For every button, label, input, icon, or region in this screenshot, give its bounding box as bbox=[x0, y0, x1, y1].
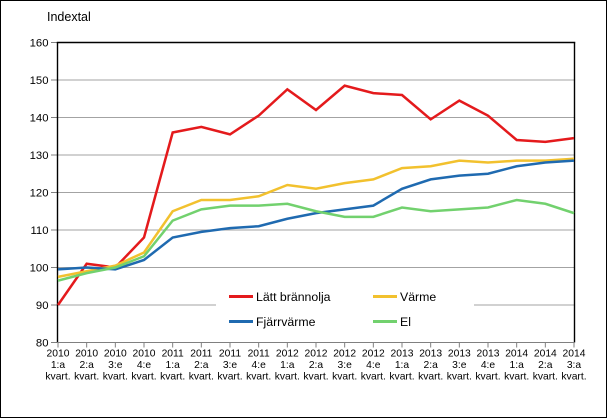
x-tick-label: 2014 bbox=[505, 349, 528, 360]
x-tick-label: 2:a bbox=[424, 360, 439, 371]
x-tick-label: 2014 bbox=[563, 349, 586, 360]
x-tick-label: 2011 bbox=[190, 349, 212, 360]
x-tick-label: 2012 bbox=[333, 349, 356, 360]
legend-label: Lätt brännolja bbox=[256, 289, 331, 304]
x-tick-label: 2:a bbox=[309, 360, 324, 371]
y-tick-label: 100 bbox=[30, 263, 49, 275]
legend-item-fjarrvarme: Fjärrvärme bbox=[229, 315, 373, 329]
series-line-fj-rrv-rme bbox=[57, 159, 575, 271]
legend-label: El bbox=[400, 314, 411, 329]
x-tick-label: 3:e bbox=[338, 360, 353, 371]
x-tick-label: 2010 bbox=[47, 349, 70, 360]
series-line-l-tt-br-nnolja bbox=[56, 84, 575, 306]
x-tick-label: kvart. bbox=[561, 372, 586, 383]
x-tick-label: 2:a bbox=[538, 360, 553, 371]
series-line-v-rme bbox=[57, 157, 575, 279]
x-tick-label: kvart. bbox=[45, 372, 70, 383]
x-tick-label: 3:e bbox=[452, 360, 467, 371]
x-tick-label: 4:e bbox=[252, 360, 267, 371]
x-tick-label: kvart. bbox=[103, 372, 128, 383]
x-tick-label: 3:e bbox=[223, 360, 238, 371]
x-tick-label: kvart. bbox=[74, 372, 99, 383]
x-tick-label: kvart. bbox=[475, 372, 500, 383]
x-tick-label: 1:a bbox=[395, 360, 410, 371]
x-tick-label: 2012 bbox=[276, 349, 299, 360]
x-tick-label: 2:a bbox=[194, 360, 209, 371]
x-tick-label: 2013 bbox=[419, 349, 442, 360]
x-tick-label: kvart. bbox=[332, 372, 357, 383]
x-tick-label: kvart. bbox=[189, 372, 214, 383]
y-tick-label: 140 bbox=[30, 113, 49, 125]
series-line-el bbox=[57, 198, 575, 282]
legend-item-latt-brannolja: Lätt brännolja bbox=[229, 290, 373, 304]
y-axis-title: Indextal bbox=[47, 10, 91, 24]
x-tick-label: 3:e bbox=[108, 360, 123, 371]
x-tick-label: 4:e bbox=[137, 360, 152, 371]
x-tick-label: 2010 bbox=[133, 349, 156, 360]
x-tick-label: kvart. bbox=[389, 372, 414, 383]
x-tick-label: 4:e bbox=[481, 360, 496, 371]
x-tick-label: 2013 bbox=[477, 349, 500, 360]
x-tick-label: kvart. bbox=[131, 372, 156, 383]
x-tick-label: 2011 bbox=[162, 349, 184, 360]
x-tick-label: 1:a bbox=[510, 360, 525, 371]
y-tick-label: 90 bbox=[36, 300, 49, 312]
x-tick-label: kvart. bbox=[447, 372, 472, 383]
y-tick-label: 130 bbox=[30, 150, 49, 162]
x-tick-label: 2012 bbox=[305, 349, 328, 360]
x-tick-label: 2013 bbox=[448, 349, 471, 360]
y-tick-label: 160 bbox=[30, 38, 49, 50]
legend-line-yellow-icon bbox=[373, 295, 397, 298]
x-tick-label: 3:a bbox=[567, 360, 582, 371]
legend-line-blue-icon bbox=[229, 320, 253, 323]
x-tick-label: kvart. bbox=[303, 372, 328, 383]
y-tick-label: 120 bbox=[30, 188, 49, 200]
x-tick-label: kvart. bbox=[361, 372, 386, 383]
y-tick-label: 110 bbox=[30, 225, 48, 237]
x-tick-label: kvart. bbox=[275, 372, 300, 383]
x-tick-label: 1:a bbox=[280, 360, 295, 371]
legend-line-green-icon bbox=[373, 320, 397, 323]
y-tick-label: 150 bbox=[30, 75, 49, 87]
x-tick-label: 2:a bbox=[80, 360, 95, 371]
legend-label: Fjärrvärme bbox=[256, 314, 316, 329]
x-tick-label: 2011 bbox=[219, 349, 241, 360]
x-tick-label: kvart. bbox=[217, 372, 242, 383]
chart-legend: Lätt brännolja Värme Fjärrvärme El bbox=[216, 284, 474, 334]
x-tick-label: 2010 bbox=[75, 349, 98, 360]
x-tick-label: kvart. bbox=[246, 372, 271, 383]
x-tick-label: 1:a bbox=[51, 360, 66, 371]
legend-item-varme: Värme bbox=[373, 290, 474, 304]
legend-item-el: El bbox=[373, 315, 474, 329]
legend-line-red-icon bbox=[229, 295, 253, 298]
x-tick-label: kvart. bbox=[418, 372, 443, 383]
x-tick-label: 2010 bbox=[104, 349, 127, 360]
y-tick-label: 80 bbox=[36, 338, 49, 350]
x-tick-label: 2014 bbox=[534, 349, 557, 360]
legend-label: Värme bbox=[400, 289, 437, 304]
x-tick-label: 2013 bbox=[391, 349, 414, 360]
x-tick-label: kvart. bbox=[533, 372, 558, 383]
x-tick-label: 1:a bbox=[166, 360, 181, 371]
x-tick-label: kvart. bbox=[160, 372, 185, 383]
x-tick-label: kvart. bbox=[504, 372, 529, 383]
x-tick-label: 4:e bbox=[366, 360, 381, 371]
x-tick-label: 2012 bbox=[362, 349, 385, 360]
x-tick-label: 2011 bbox=[248, 349, 270, 360]
